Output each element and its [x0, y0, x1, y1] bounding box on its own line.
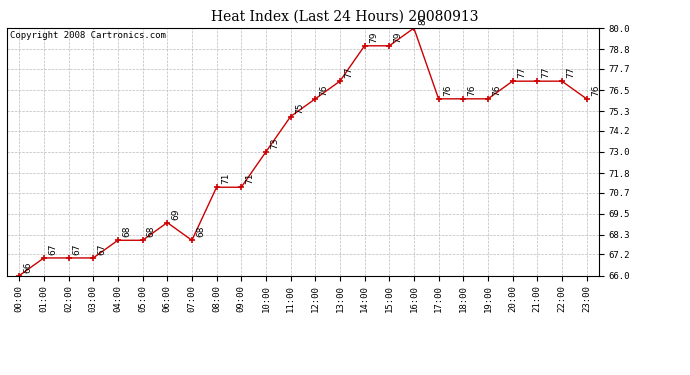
Text: 67: 67 [97, 244, 106, 255]
Text: 71: 71 [221, 173, 230, 184]
Text: 71: 71 [246, 173, 255, 184]
Text: 67: 67 [48, 244, 57, 255]
Text: 77: 77 [517, 67, 526, 78]
Text: 76: 76 [443, 84, 452, 96]
Text: 77: 77 [566, 67, 575, 78]
Text: 75: 75 [295, 102, 304, 114]
Text: 80: 80 [418, 14, 427, 26]
Text: 76: 76 [492, 84, 501, 96]
Text: 67: 67 [72, 244, 81, 255]
Text: 76: 76 [591, 84, 600, 96]
Text: Heat Index (Last 24 Hours) 20080913: Heat Index (Last 24 Hours) 20080913 [211, 9, 479, 23]
Text: 79: 79 [393, 32, 402, 43]
Text: 69: 69 [171, 208, 180, 220]
Text: 76: 76 [319, 84, 328, 96]
Text: 68: 68 [122, 226, 131, 237]
Text: 77: 77 [542, 67, 551, 78]
Text: 66: 66 [23, 261, 32, 273]
Text: 77: 77 [344, 67, 353, 78]
Text: 68: 68 [196, 226, 205, 237]
Text: 73: 73 [270, 138, 279, 149]
Text: 79: 79 [368, 32, 377, 43]
Text: 76: 76 [467, 84, 476, 96]
Text: Copyright 2008 Cartronics.com: Copyright 2008 Cartronics.com [10, 31, 166, 40]
Text: 68: 68 [147, 226, 156, 237]
